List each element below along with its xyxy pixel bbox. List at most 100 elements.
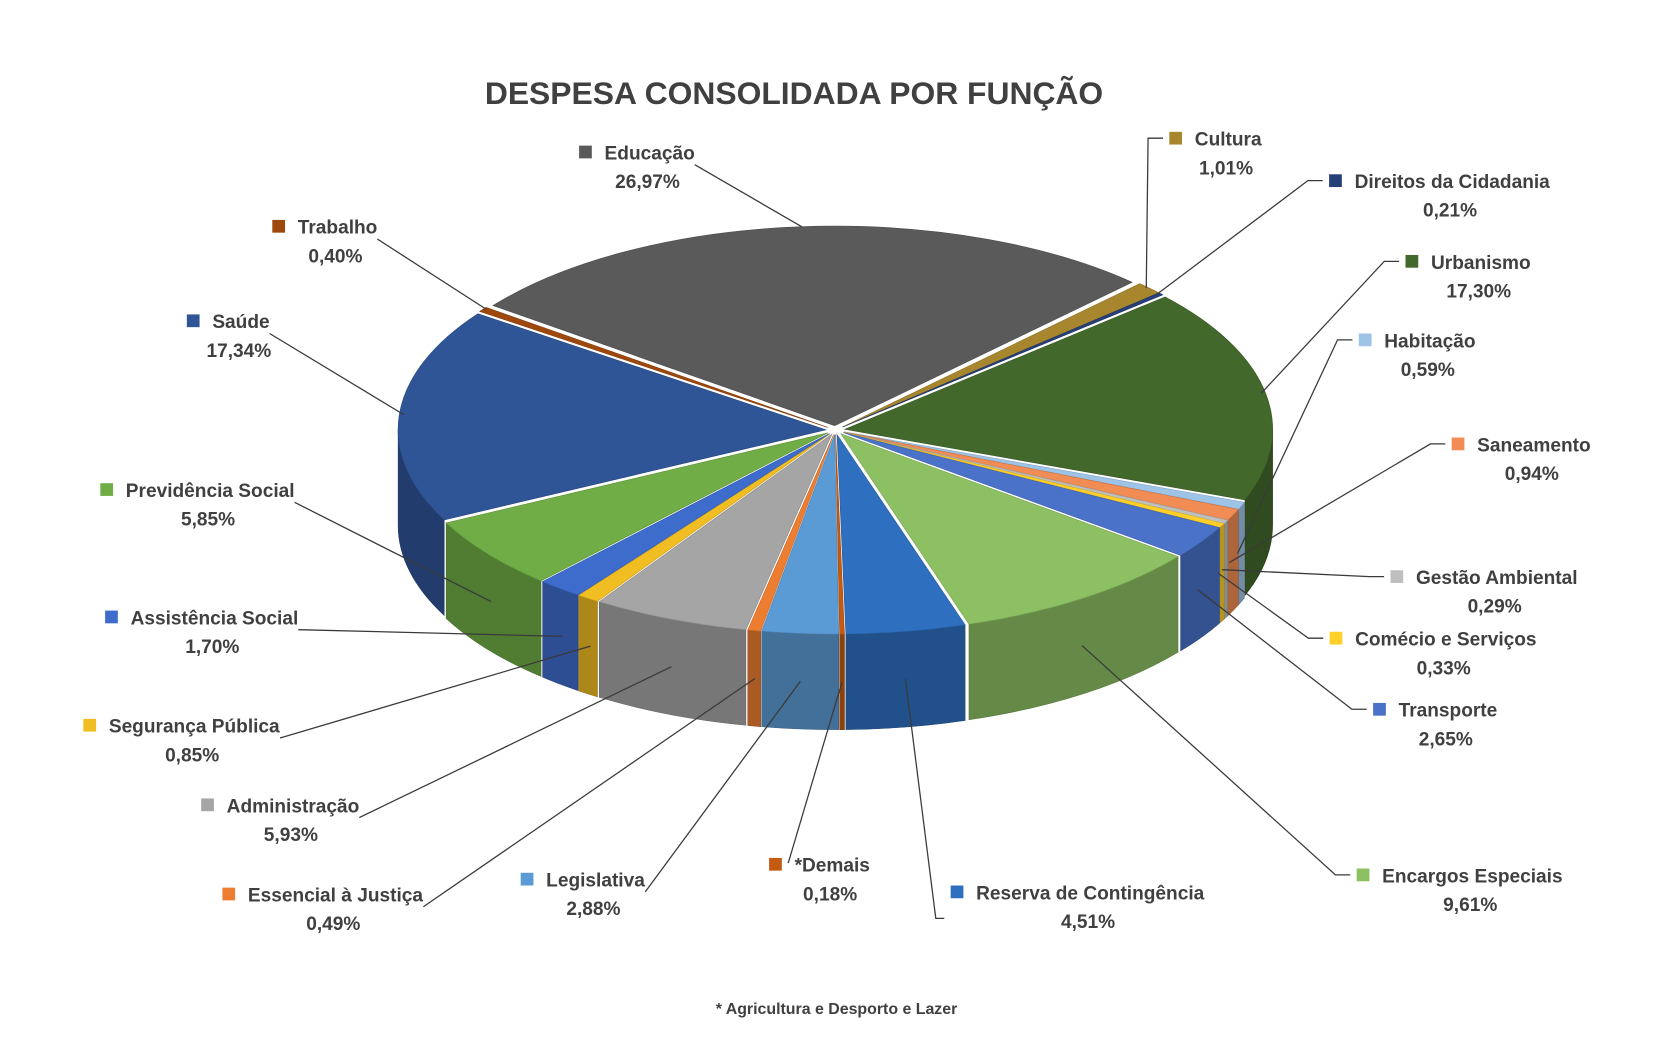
slice-label: Habitação [1384,331,1475,352]
slice-label: *Demais [795,856,870,877]
slice-value-label: 26,97% [615,172,680,193]
slice-label: Administração [227,796,360,817]
labels: Educação 26,97% Cultura 1,01% Direitos da Ci… [83,130,1591,935]
slice-value-label: 1,01% [1199,158,1253,179]
leader-line [279,645,591,739]
leader-line [294,501,492,603]
leader-line [423,677,756,908]
leader-line [1157,180,1323,295]
slice [843,296,1273,501]
leader-line [1236,339,1353,554]
slice [843,431,1225,528]
leader-line [269,332,405,416]
leader-line [1229,443,1446,564]
leader-line [1081,645,1351,876]
slice-label: Essencial à Justiça [248,885,424,906]
slice-value-label: 9,61% [1443,895,1497,916]
leader-line [1222,569,1385,578]
slice-label: Assistência Social [131,608,299,629]
slice [577,433,831,602]
slice-value-label: 0,33% [1417,658,1471,679]
legend-swatch [1169,131,1183,145]
slice-value-label: 0,21% [1423,201,1477,222]
slice-label: Cultura [1195,130,1262,151]
slice-value-label: 0,49% [306,914,360,935]
legend-swatch [1451,437,1465,451]
leader-line [694,164,803,228]
leader-line [1197,589,1367,710]
slice [598,433,833,631]
footnote: * Agricultura e Desporto e Lazer [716,1001,958,1018]
slice-value-label: 2,65% [1419,729,1473,750]
slice-side [845,624,966,730]
slice-value-label: 17,34% [206,341,271,362]
slice [835,434,845,635]
slice [445,432,828,582]
slice-tops [397,225,1273,635]
legend-swatch [1358,333,1372,347]
slice-label: Trabalho [298,218,378,239]
slice-label: Educação [605,143,695,164]
leader-line [377,238,487,310]
leader-line [787,681,843,864]
slice-label: Gestão Ambiental [1416,568,1578,589]
slice-label: Direitos da Cidadania [1355,172,1551,193]
leader-line [298,629,563,637]
slice [478,307,828,428]
slice-value-label: 0,18% [803,884,857,905]
legend-swatch [201,798,214,812]
slice-value-label: 0,94% [1505,464,1559,485]
legend-swatch [1356,868,1370,882]
slice-value-label: 0,59% [1401,360,1455,381]
slice [761,434,840,635]
slice [840,433,1179,625]
slice-value-label: 2,88% [566,899,620,920]
legend-swatch [1390,570,1404,583]
slice [397,313,828,521]
legend-swatch [1329,631,1343,645]
legend-swatch [1329,174,1342,188]
slice-label: Urbanismo [1431,253,1531,274]
slice-value-label: 0,85% [165,745,219,766]
legend-swatch [222,887,236,901]
legend-swatch [950,885,964,899]
slice [541,433,830,596]
legend-swatch [83,718,97,732]
slice-value-label: 17,30% [1446,281,1511,302]
slice-side [839,633,845,730]
legend-swatch [272,219,286,233]
slice-side [578,594,598,698]
slice-label: Previdência Social [126,481,295,502]
slice [836,433,966,635]
legend-swatch [579,145,592,159]
legend-swatch [520,872,534,886]
leader-line [1145,137,1163,289]
leader-line [359,666,672,819]
legend-swatch [100,483,114,496]
legend-swatch [186,314,200,328]
slice-label: Encargos Especiais [1382,866,1562,887]
legend-swatch [1405,254,1419,268]
slice-label: Comécio e Serviços [1355,630,1536,651]
slice-value-label: 5,93% [264,825,318,846]
slice-label: Legislativa [546,871,645,892]
leader-line [644,680,801,893]
slice-value-label: 0,29% [1468,597,1522,618]
slice-label: Segurança Pública [109,717,280,738]
slice-label: Saúde [212,312,269,333]
slice-label: Saneamento [1477,435,1591,456]
slice [843,432,1221,556]
slice-value-label: 0,40% [308,246,362,267]
slice-value-label: 5,85% [181,510,235,531]
leader-line [1260,260,1400,394]
slice-value-label: 4,51% [1061,912,1115,933]
leader-line [1217,572,1324,639]
legend-swatch [1373,702,1386,716]
leader-line [904,679,945,920]
legend-swatch [769,857,782,871]
slice [747,434,834,632]
slice-side [761,630,839,730]
slice-label: Reserva de Contingência [976,883,1205,904]
